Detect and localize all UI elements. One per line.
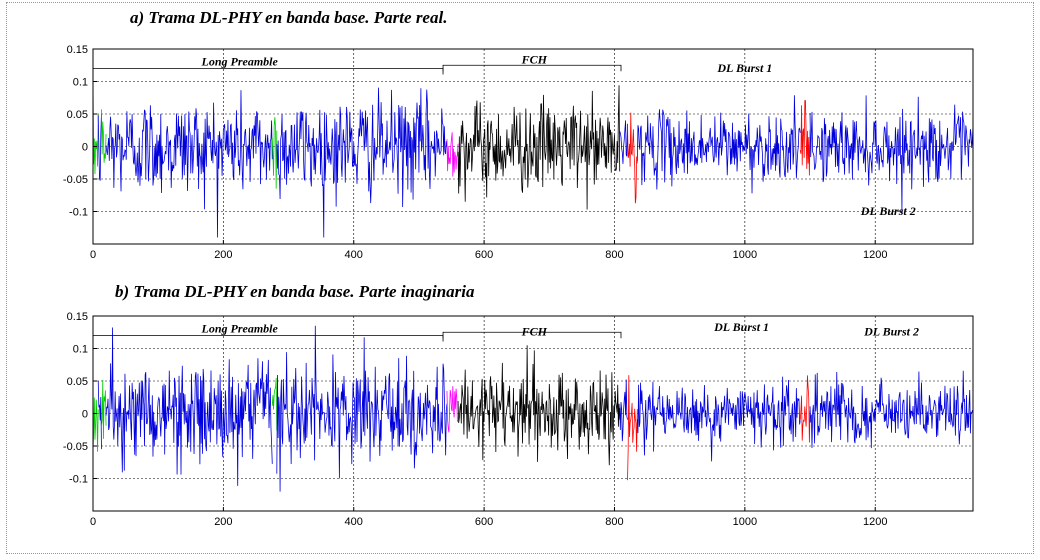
- x-tick-label: 600: [475, 249, 493, 261]
- x-tick-label: 800: [605, 249, 623, 261]
- x-tick-label: 600: [475, 516, 493, 528]
- x-tick-label: 400: [345, 249, 363, 261]
- series-line-segment: [809, 370, 974, 449]
- series-line-segment: [446, 386, 459, 433]
- y-tick-label: -0.05: [63, 441, 88, 453]
- x-tick-label: 1000: [733, 516, 757, 528]
- section-bracket: [92, 68, 444, 75]
- chart-title-b: b) Trama DL-PHY en banda base. Parte ina…: [115, 282, 475, 301]
- series-line-segment: [799, 375, 811, 443]
- y-tick-label: 0.05: [67, 109, 88, 121]
- x-tick-label: 0: [90, 516, 96, 528]
- x-tick-label: 1000: [733, 249, 757, 261]
- series-line-segment: [276, 325, 448, 492]
- y-tick-label: -0.1: [69, 474, 88, 486]
- x-tick-label: 0: [90, 249, 96, 261]
- section-bracket: [92, 335, 444, 342]
- y-tick-label: 0.1: [73, 344, 88, 356]
- chart-0: 0 200 400 600 800 1000 1200 0.15 0.1 0.05 0 -0.05 -0…: [63, 44, 974, 261]
- series-line-segment: [97, 114, 102, 181]
- section-annotation: Long Preamble: [201, 321, 279, 335]
- x-tick-label: 1200: [863, 516, 887, 528]
- section-annotation: DL Burst 2: [863, 325, 919, 339]
- y-tick-label: 0.05: [67, 376, 88, 388]
- x-tick-label: 200: [214, 249, 232, 261]
- y-tick-label: -0.05: [63, 174, 88, 186]
- y-tick-label: 0.15: [67, 44, 88, 56]
- section-annotation: FCH: [521, 52, 548, 66]
- y-tick-label: -0.1: [69, 207, 88, 219]
- section-annotation: FCH: [521, 325, 548, 339]
- y-tick-label: 0.15: [67, 311, 88, 323]
- section-bracket: [442, 64, 622, 72]
- y-tick-label: 0.1: [73, 77, 88, 89]
- series-line-segment: [271, 117, 278, 189]
- x-tick-label: 200: [214, 516, 232, 528]
- series-line-segment: [92, 397, 99, 452]
- y-tick-label: 0: [82, 142, 88, 154]
- series-line-segment: [446, 132, 459, 177]
- section-annotation: Long Preamble: [201, 54, 279, 68]
- series-line-segment: [457, 345, 621, 466]
- series-line-segment: [105, 327, 273, 486]
- chart-title-a: a) Trama DL-PHY en banda base. Parte rea…: [130, 8, 448, 27]
- series-line-segment: [619, 120, 628, 164]
- x-tick-label: 1200: [863, 249, 887, 261]
- section-annotation: DL Burst 2: [860, 204, 916, 218]
- series-line-segment: [627, 375, 638, 481]
- series-line-segment: [92, 78, 99, 175]
- series-line-segment: [809, 95, 974, 213]
- series-line-segment: [271, 377, 278, 431]
- series-line-segment: [457, 85, 621, 210]
- y-tick-label: 0: [82, 409, 88, 421]
- series-line-segment: [101, 380, 107, 439]
- series-line-segment: [636, 95, 801, 194]
- series-line-segment: [627, 112, 638, 204]
- series-line-segment: [619, 379, 628, 442]
- series-line-segment: [97, 380, 102, 450]
- section-annotation: DL Burst 1: [713, 320, 769, 334]
- section-annotation: DL Burst 1: [716, 61, 772, 75]
- series-line-segment: [276, 87, 448, 238]
- series-line-segment: [105, 90, 273, 238]
- section-bracket: [442, 331, 622, 339]
- figure-frame: [6, 2, 1034, 554]
- series-line-segment: [636, 376, 801, 462]
- x-tick-label: 800: [605, 516, 623, 528]
- series-line-segment: [101, 109, 107, 163]
- chart-1: 0 200 400 600 800 1000 1200 0.15 0.1 0.05 0 -0.05 -0…: [63, 311, 974, 528]
- series-line-segment: [799, 100, 811, 176]
- x-tick-label: 400: [345, 516, 363, 528]
